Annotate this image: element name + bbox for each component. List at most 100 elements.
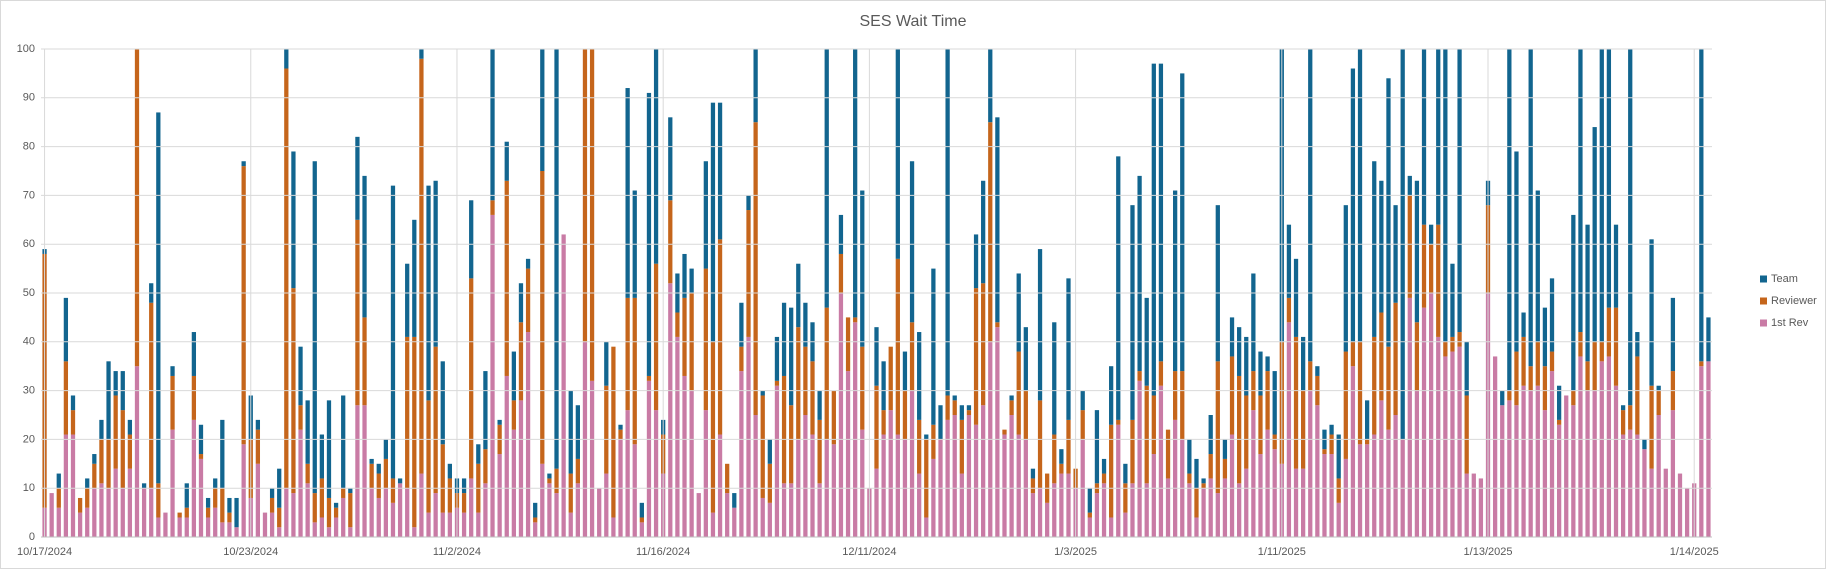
bar-segment	[419, 58, 424, 474]
bar-segment	[725, 493, 730, 537]
bar-segment	[149, 488, 154, 537]
bar-segment	[77, 497, 83, 513]
bar-segment	[191, 419, 197, 537]
bar-segment	[476, 512, 481, 537]
bar-segment	[533, 517, 538, 523]
bar-segment	[483, 371, 488, 450]
bar-segment	[1571, 214, 1576, 391]
bar-segment	[1272, 449, 1277, 537]
bar-segment	[70, 410, 76, 435]
bar-segment	[1620, 405, 1626, 411]
bar-segment	[1066, 419, 1071, 474]
bar-segment	[924, 439, 929, 518]
bar-segment	[945, 395, 950, 420]
bar-segment	[461, 512, 467, 537]
bar-segment	[1414, 322, 1420, 391]
bar-segment	[1308, 361, 1313, 391]
bar-segment	[383, 488, 388, 537]
legend-swatch	[1760, 297, 1767, 305]
bar-segment	[554, 493, 559, 537]
bar-segment	[781, 302, 787, 376]
bar-segment	[966, 410, 972, 415]
bar-segment	[1009, 415, 1014, 537]
bar-segment	[789, 483, 794, 537]
bar-segment	[1556, 385, 1562, 420]
bar-segment	[1578, 49, 1583, 333]
bar-segment	[70, 395, 76, 411]
bar-segment	[113, 395, 118, 469]
bar-segment	[1521, 385, 1526, 537]
bar-segment	[298, 405, 303, 430]
bar-segment	[1478, 478, 1484, 537]
bar-segment	[220, 522, 225, 537]
bar-segment	[127, 419, 133, 435]
bar-segment	[1471, 473, 1476, 537]
bar-segment	[639, 522, 644, 537]
bar-segment	[205, 507, 211, 518]
bar-segment	[881, 410, 886, 435]
bar-segment	[1208, 415, 1213, 455]
bar-segment	[1656, 385, 1661, 391]
bar-segment	[376, 497, 381, 537]
bar-segment	[397, 483, 403, 537]
bar-segment	[1286, 297, 1292, 323]
legend-swatch	[1760, 319, 1767, 327]
bar-segment	[774, 385, 780, 537]
bar-segment	[1293, 468, 1299, 537]
bar-segment	[1080, 390, 1085, 411]
bar-segment	[362, 405, 367, 537]
bar-segment	[1137, 175, 1142, 372]
bar-segment	[838, 214, 844, 254]
bar-segment	[1542, 307, 1548, 367]
bar-segment	[1151, 454, 1156, 537]
bar-segment	[1194, 517, 1199, 537]
bar-segment	[348, 527, 353, 537]
bar-segment	[483, 449, 488, 484]
bar-segment	[1258, 395, 1263, 455]
bar-segment	[85, 488, 90, 508]
bar-segment	[966, 405, 972, 411]
bar-segment	[511, 429, 516, 537]
bar-segment	[405, 263, 410, 337]
bar-segment	[1165, 429, 1171, 479]
legend-label: Team	[1771, 273, 1798, 285]
bar-segment	[646, 92, 652, 376]
bar-segment	[298, 429, 303, 537]
bar-segment	[184, 507, 189, 518]
bar-segment	[412, 336, 417, 528]
bar-segment	[803, 415, 808, 537]
bar-segment	[198, 458, 204, 537]
bar-segment	[1571, 390, 1576, 406]
bar-segment	[92, 488, 97, 537]
legend-label: Reviewer	[1771, 295, 1817, 307]
bar-segment	[184, 517, 189, 537]
bar-segment	[1301, 468, 1306, 537]
bar-segment	[85, 478, 90, 489]
bar-segment	[1343, 351, 1348, 459]
bar-segment	[262, 512, 268, 537]
bar-segment	[952, 400, 957, 415]
bar-segment	[1535, 341, 1540, 386]
bar-segment	[1023, 390, 1028, 440]
bar-segment	[710, 512, 716, 537]
bar-segment	[1464, 473, 1469, 537]
bar-segment	[1357, 341, 1363, 445]
bar-segment	[717, 102, 723, 240]
bar-segment	[760, 497, 765, 537]
bar-segment	[298, 346, 303, 406]
bar-segment	[1116, 156, 1121, 420]
y-tick-label: 20	[23, 433, 35, 445]
bar-segment	[1542, 366, 1548, 411]
bar-segment	[1329, 434, 1334, 455]
bar-segment	[220, 419, 225, 489]
bar-segment	[1514, 405, 1519, 537]
bar-segment	[277, 527, 282, 537]
bar-segment	[1002, 429, 1007, 435]
bar-segment	[632, 297, 637, 445]
bar-segment	[497, 419, 502, 425]
bar-segment	[106, 361, 111, 440]
bar-segment	[369, 458, 374, 464]
bar-segment	[305, 483, 310, 537]
bar-segment	[1350, 341, 1356, 367]
bar-segment	[931, 424, 936, 459]
